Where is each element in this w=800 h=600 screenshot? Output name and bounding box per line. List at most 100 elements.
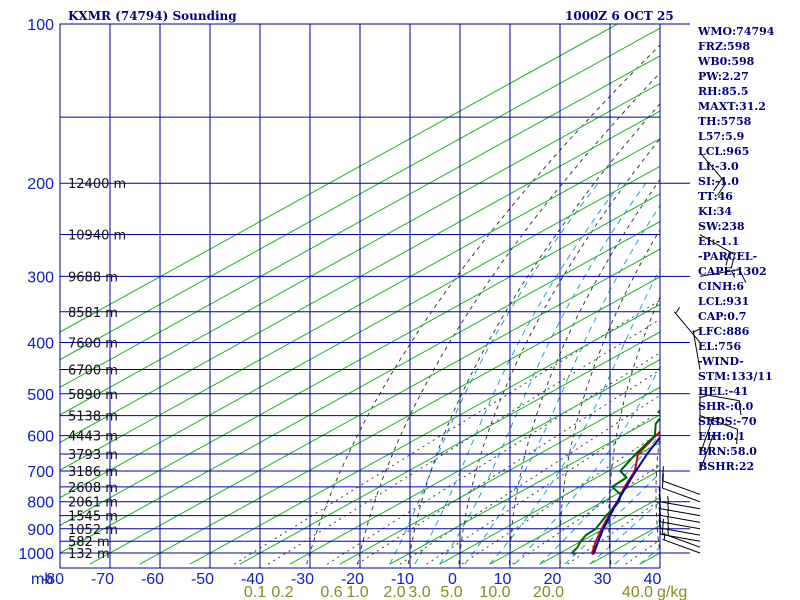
index-line: LI:-3.0 bbox=[698, 160, 739, 173]
index-line: WB0:598 bbox=[698, 55, 755, 68]
wind-barb bbox=[699, 433, 721, 472]
temperature-tick-label: -30 bbox=[291, 571, 314, 588]
wind-barb bbox=[699, 416, 721, 455]
pressure-tick-label: 100 bbox=[27, 17, 54, 34]
index-line: BRN:58.0 bbox=[698, 445, 757, 458]
dry-adiabat bbox=[608, 295, 660, 565]
height-label: 1545 m bbox=[68, 510, 118, 525]
index-line: EHI:0.1 bbox=[698, 430, 746, 443]
isotherm-line bbox=[60, 110, 660, 444]
mixing-ratio-label: 0.2 bbox=[271, 584, 293, 600]
isotherm-line bbox=[89, 248, 660, 565]
moist-adiabat bbox=[414, 182, 621, 565]
mixing-ratio-line bbox=[326, 352, 660, 565]
mixing-ratio-label: 40.0 bbox=[622, 584, 653, 600]
mixing-ratio-label: 5.0 bbox=[440, 584, 462, 600]
index-line: LFC:886 bbox=[698, 325, 750, 338]
dewpoint-profile bbox=[571, 409, 660, 556]
index-line: CAP:0.7 bbox=[698, 310, 747, 323]
index-line: -WIND- bbox=[698, 355, 744, 368]
index-line: SW:238 bbox=[698, 220, 745, 233]
pressure-tick-label: 800 bbox=[27, 495, 54, 512]
height-label: 6700 m bbox=[68, 364, 118, 379]
index-line: PW:2.27 bbox=[698, 70, 749, 83]
height-label: 5890 m bbox=[68, 388, 118, 403]
wind-barb bbox=[673, 307, 701, 343]
temperature-tick-label: -20 bbox=[341, 571, 364, 588]
temperature-tick-label: -10 bbox=[391, 571, 414, 588]
isotherm-line bbox=[60, 193, 660, 526]
mixing-ratio-label: 0.1 bbox=[244, 584, 266, 600]
index-line: RH:85.5 bbox=[698, 85, 749, 98]
isotherm-line bbox=[189, 303, 660, 565]
height-label: 1052 m bbox=[68, 523, 118, 538]
dry-adiabat bbox=[509, 178, 660, 565]
isotherm-line bbox=[60, 24, 618, 333]
temperature-tick-label: 0 bbox=[448, 571, 457, 588]
dry-adiabat bbox=[306, 44, 660, 565]
wind-barb bbox=[699, 393, 742, 416]
temperature-tick-label: -80 bbox=[41, 571, 64, 588]
height-label: 3793 m bbox=[68, 448, 118, 463]
index-line: L57:5.9 bbox=[698, 130, 745, 143]
mixing-ratio-line bbox=[356, 369, 660, 565]
wind-barb bbox=[658, 487, 701, 510]
isotherm-lines bbox=[60, 24, 660, 565]
index-line: EI:-1.1 bbox=[698, 235, 740, 248]
height-label: 132 m bbox=[68, 547, 110, 562]
pressure-tick-label: 400 bbox=[27, 335, 54, 352]
height-label: 10940 m bbox=[68, 229, 126, 244]
pressure-tick-label: 1000 bbox=[18, 546, 54, 563]
mixing-ratio-unit: g/kg bbox=[657, 584, 687, 600]
index-line: CAPE:1302 bbox=[698, 265, 767, 278]
height-label: 2608 m bbox=[68, 481, 118, 496]
isotherm-line bbox=[60, 55, 660, 388]
temperature-tick-label: 30 bbox=[594, 571, 612, 588]
height-label: 5138 m bbox=[68, 410, 118, 425]
wind-barb bbox=[699, 395, 708, 436]
index-line: -PARCEL- bbox=[698, 250, 758, 263]
temperature-tick-label: 10 bbox=[494, 571, 512, 588]
isotherm-line bbox=[60, 165, 660, 499]
wind-barb bbox=[658, 513, 701, 536]
isotherm-line bbox=[60, 220, 660, 554]
isotherm-line bbox=[60, 138, 660, 471]
temperature-tick-labels: -80 -70 -60 -50 -40 -30 -20 -10 0 10 20 30 40 bbox=[41, 571, 662, 588]
mixing-ratio-label: 1.0 bbox=[346, 584, 368, 600]
temperature-tick-label: -40 bbox=[241, 571, 264, 588]
wind-barb bbox=[658, 507, 701, 530]
dry-adiabat bbox=[407, 102, 660, 565]
isobar-lines bbox=[60, 23, 690, 568]
height-label: 8581 m bbox=[68, 306, 118, 321]
pressure-unit-label: mb bbox=[31, 571, 53, 588]
height-label: 7600 m bbox=[68, 336, 118, 351]
dry-adiabat-lines bbox=[306, 44, 660, 565]
moist-adiabat bbox=[489, 267, 660, 565]
moist-adiabat bbox=[539, 433, 660, 565]
index-line: LCL:931 bbox=[698, 295, 750, 308]
height-label: 582 m bbox=[68, 535, 110, 550]
isotherm-line bbox=[289, 359, 660, 565]
isotherm-line bbox=[339, 386, 660, 565]
height-label: 3186 m bbox=[68, 465, 118, 480]
temperature-tick-label: -50 bbox=[191, 571, 214, 588]
index-line: KI:34 bbox=[698, 205, 733, 218]
observation-time: 1000Z 6 OCT 25 bbox=[565, 9, 674, 23]
moist-adiabat bbox=[439, 182, 647, 565]
isotherm-line bbox=[439, 441, 660, 565]
height-label: 4443 m bbox=[68, 430, 118, 445]
mixing-ratio-label: 0.6 bbox=[320, 584, 342, 600]
index-line: SI:-1.0 bbox=[698, 175, 739, 188]
index-line: TH:5758 bbox=[698, 115, 752, 128]
index-line: EL:756 bbox=[698, 340, 742, 353]
wind-barb bbox=[699, 234, 736, 269]
isotherm-line bbox=[239, 331, 660, 565]
height-label: 9688 m bbox=[68, 270, 118, 285]
temperature-tick-label: -70 bbox=[91, 571, 114, 588]
pressure-tick-label: 900 bbox=[27, 522, 54, 539]
wind-barbs bbox=[658, 152, 747, 554]
index-line: HEL:-41 bbox=[698, 385, 749, 398]
height-label: 12400 m bbox=[68, 177, 126, 192]
isotherm-line bbox=[389, 414, 660, 565]
